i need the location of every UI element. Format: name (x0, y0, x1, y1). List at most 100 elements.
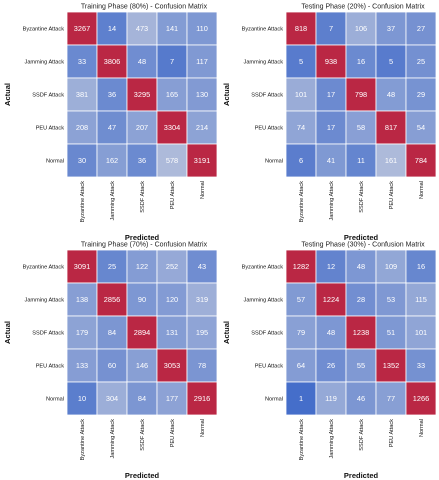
heatmap-cell (405, 11, 437, 46)
heatmap-cell (126, 282, 158, 317)
y-axis-label: Actual (222, 83, 231, 106)
cell-value-label: 79 (297, 328, 305, 337)
cell-value-label: 798 (355, 90, 367, 99)
heatmap-cell (186, 249, 218, 284)
heatmap-cell (126, 143, 158, 178)
confusion-matrix-panel: Testing Phase (20%) - Confusion Matrix 81… (222, 4, 437, 257)
cell-value-label: 146 (136, 361, 148, 370)
cell-value-label: 1224 (323, 295, 339, 304)
heatmap-cell (66, 143, 98, 178)
heatmap-cell (186, 381, 218, 416)
cell-value-label: 41 (327, 156, 335, 165)
heatmap-cell (345, 143, 377, 178)
heatmap-cell (126, 249, 158, 284)
chart-title: Training Phase (80%) - Confusion Matrix (81, 4, 208, 11)
x-tick-label: Byzantine Attack (80, 181, 86, 223)
heatmap-cell (186, 143, 218, 178)
cell-value-label: 78 (198, 361, 206, 370)
cell-value-label: 115 (415, 295, 427, 304)
cell-value-label: 122 (136, 262, 148, 271)
x-tick-label: PEU Attack (389, 181, 395, 209)
cell-value-label: 1238 (353, 328, 369, 337)
cell-value-label: 1266 (413, 394, 429, 403)
heatmap-cell (285, 44, 317, 79)
cell-value-label: 3806 (104, 57, 120, 66)
heatmap-cell (96, 282, 128, 317)
y-tick-label: SSDF Attack (32, 331, 64, 337)
cell-value-label: 27 (417, 24, 425, 33)
cell-value-label: 2894 (134, 328, 150, 337)
cell-value-label: 6 (299, 156, 303, 165)
x-tick-label: Jamming Attack (329, 181, 335, 221)
cell-value-label: 1282 (293, 262, 309, 271)
heatmap-cell (375, 381, 407, 416)
heatmap-cell (156, 77, 188, 112)
y-tick-label: SSDF Attack (251, 93, 283, 99)
heatmap-cell (156, 110, 188, 145)
heatmap-cell (66, 315, 98, 350)
cell-value-label: 381 (76, 90, 88, 99)
cell-value-label: 161 (385, 156, 397, 165)
heatmap-cell (186, 44, 218, 79)
heatmap-cell (285, 381, 317, 416)
heatmap-cell (315, 249, 347, 284)
x-tick-label: SSDF Attack (359, 419, 365, 451)
heatmap-cell (66, 348, 98, 383)
heatmap-cell (315, 11, 347, 46)
heatmap-cell (96, 77, 128, 112)
heatmap-cell (66, 282, 98, 317)
y-tick-label: PEU Attack (255, 126, 283, 132)
cell-value-label: 119 (325, 394, 337, 403)
heatmap-cell (96, 348, 128, 383)
cell-value-label: 84 (108, 328, 116, 337)
cell-value-label: 5 (299, 57, 303, 66)
heatmap-cell (66, 249, 98, 284)
cell-value-label: 473 (136, 24, 148, 33)
cell-value-label: 48 (387, 90, 395, 99)
x-axis-label: Predicted (344, 233, 379, 242)
heatmap-cell (315, 315, 347, 350)
cell-value-label: 208 (76, 123, 88, 132)
heatmap-cell (96, 11, 128, 46)
heatmap-cell (186, 315, 218, 350)
cell-value-label: 55 (357, 361, 365, 370)
cell-value-label: 3053 (164, 361, 180, 370)
cell-value-label: 43 (198, 262, 206, 271)
heatmap-cell (375, 110, 407, 145)
cell-value-label: 3091 (74, 262, 90, 271)
cell-value-label: 60 (108, 361, 116, 370)
heatmap-cell (405, 143, 437, 178)
cell-value-label: 37 (387, 24, 395, 33)
x-tick-label: SSDF Attack (140, 419, 146, 451)
cell-value-label: 33 (78, 57, 86, 66)
y-tick-label: PEU Attack (36, 126, 64, 132)
heatmap-cell (126, 348, 158, 383)
cell-value-label: 46 (357, 394, 365, 403)
cell-value-label: 2856 (104, 295, 120, 304)
heatmap-cell (405, 249, 437, 284)
cell-value-label: 36 (138, 156, 146, 165)
x-axis-label: Predicted (125, 471, 160, 480)
heatmap-cell (156, 381, 188, 416)
heatmap-cell (405, 44, 437, 79)
heatmap-cell (126, 44, 158, 79)
heatmap-cell (285, 77, 317, 112)
x-tick-label: SSDF Attack (140, 181, 146, 213)
heatmap-cell (126, 381, 158, 416)
cell-value-label: 25 (108, 262, 116, 271)
cell-value-label: 304 (106, 394, 118, 403)
cell-value-label: 252 (166, 262, 178, 271)
cell-value-label: 3267 (74, 24, 90, 33)
cell-value-label: 938 (325, 57, 337, 66)
y-axis-label: Actual (3, 83, 12, 106)
heatmap-cell (345, 11, 377, 46)
x-tick-label: Normal (200, 419, 206, 437)
cell-value-label: 5 (389, 57, 393, 66)
heatmap-cell (186, 110, 218, 145)
y-tick-label: PEU Attack (36, 364, 64, 370)
heatmap-cell (315, 282, 347, 317)
y-tick-label: Jamming Attack (25, 60, 65, 66)
heatmap-cell (186, 282, 218, 317)
cell-value-label: 10 (78, 394, 86, 403)
cell-value-label: 133 (76, 361, 88, 370)
